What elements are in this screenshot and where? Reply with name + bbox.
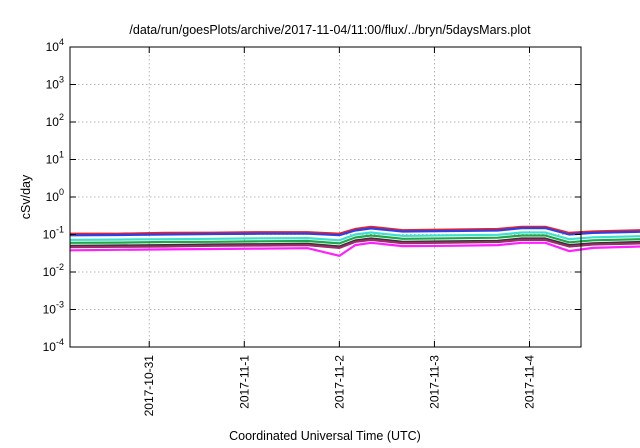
x-axis: 2017-10-31 2017-11-1 2017-11-2 2017-11-3 201…: [142, 47, 537, 417]
y-tick-label: 101: [46, 150, 64, 167]
x-tick-label: 2017-10-31: [142, 355, 156, 417]
x-tick-label: 2017-11-1: [237, 355, 251, 409]
series-line-3: [69, 231, 640, 242]
series-line-4: [69, 234, 640, 245]
y-tick-label: 102: [46, 112, 64, 129]
series-line-2: [69, 227, 640, 237]
y-axis-label: cSv/day: [19, 174, 33, 219]
y-axis: 10-4 10-3 10-2 10-1 100 101 102 103 104: [43, 37, 581, 354]
y-tick-label: 10-4: [43, 337, 64, 354]
y-tick-label: 104: [46, 37, 64, 54]
x-tick-label: 2017-11-2: [332, 355, 346, 409]
x-axis-label: Coordinated Universal Time (UTC): [229, 429, 421, 443]
x-tick-label: 2017-11-3: [427, 355, 441, 409]
y-tick-label: 103: [46, 75, 64, 92]
y-tick-label: 10-3: [43, 300, 64, 317]
series-layer: [69, 225, 640, 257]
series-line-7: [69, 241, 640, 257]
x-tick-label: 2017-11-4: [523, 355, 537, 409]
y-tick-label: 10-1: [43, 225, 64, 242]
chart-title: /data/run/goesPlots/archive/2017-11-04/1…: [129, 23, 531, 37]
series-line-1: [70, 225, 640, 235]
y-tick-label: 10-2: [43, 262, 64, 279]
grid: [70, 47, 581, 347]
series-line-6: [69, 238, 640, 249]
y-tick-label: 100: [46, 187, 64, 204]
